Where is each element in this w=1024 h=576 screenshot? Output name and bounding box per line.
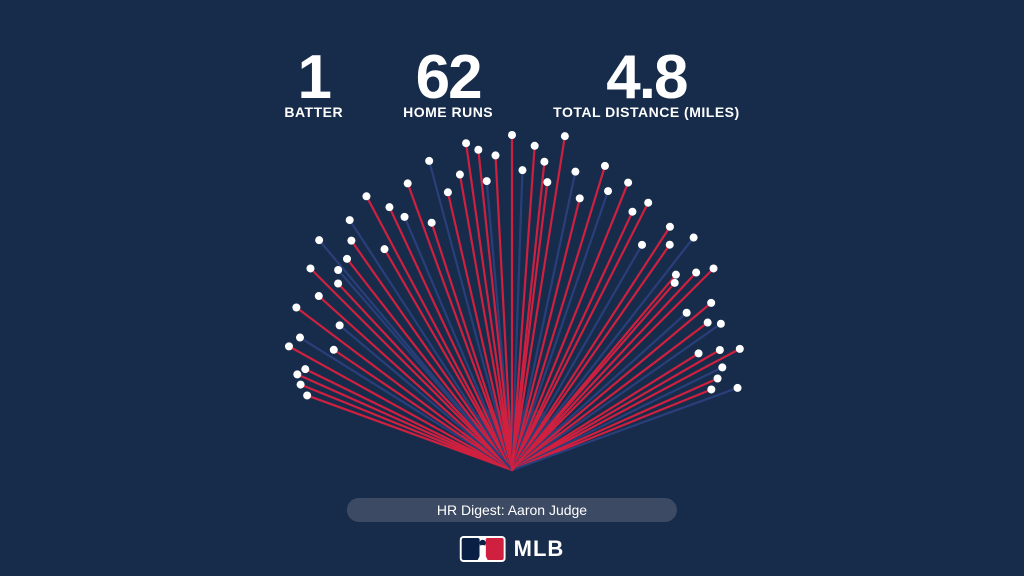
stat-distance-value: 4.8 xyxy=(553,50,740,106)
stat-batter-value: 1 xyxy=(284,50,343,106)
stat-homeruns-value: 62 xyxy=(403,50,493,106)
stat-batter-label: BATTER xyxy=(284,104,343,120)
stat-batter: 1 BATTER xyxy=(284,50,343,120)
mlb-logo-icon xyxy=(460,536,506,562)
stage: 1 BATTER 62 HOME RUNS 4.8 TOTAL DISTANCE… xyxy=(0,0,1024,576)
stat-homeruns: 62 HOME RUNS xyxy=(403,50,493,120)
caption-bar: HR Digest: Aaron Judge xyxy=(347,498,677,522)
stat-distance-label: TOTAL DISTANCE (MILES) xyxy=(553,104,740,120)
stats-row: 1 BATTER 62 HOME RUNS 4.8 TOTAL DISTANCE… xyxy=(0,50,1024,120)
stat-homeruns-label: HOME RUNS xyxy=(403,104,493,120)
mlb-logo-text: MLB xyxy=(514,536,565,562)
mlb-logo: MLB xyxy=(460,536,565,562)
caption-text: HR Digest: Aaron Judge xyxy=(437,502,587,518)
stat-distance: 4.8 TOTAL DISTANCE (MILES) xyxy=(553,50,740,120)
